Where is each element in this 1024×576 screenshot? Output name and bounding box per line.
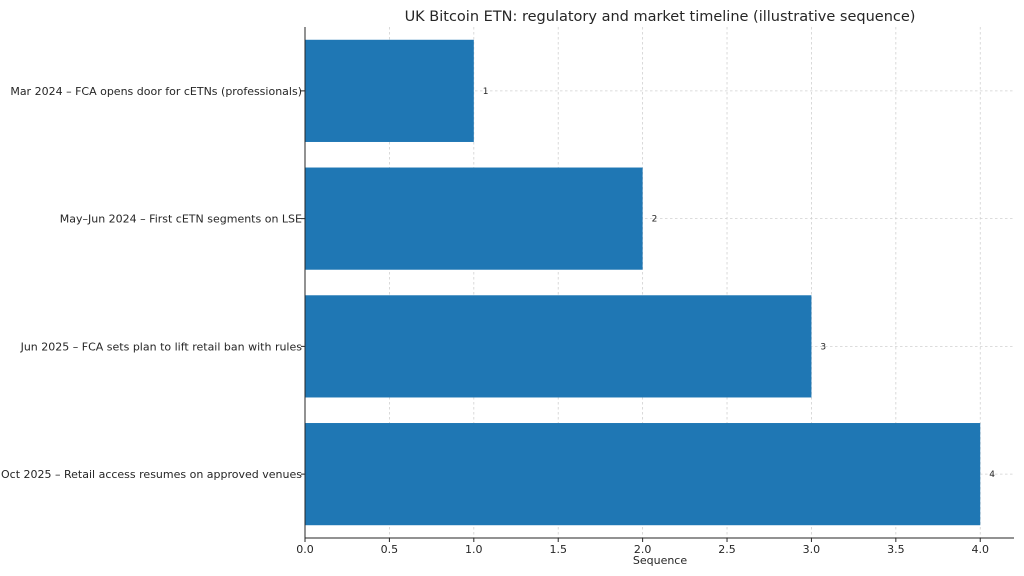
y-tick-label: May–Jun 2024 – First cETN segments on LS… [60, 213, 302, 226]
bar [305, 295, 812, 398]
axes [301, 27, 1014, 542]
data-label: 1 [483, 87, 489, 97]
x-axis-label: Sequence [633, 554, 687, 567]
x-tick-label: 0.5 [381, 543, 399, 556]
x-tick-label: 3.5 [887, 543, 905, 556]
labels: 0.0 0.5 1.0 1.5 2.0 2.5 3.0 3.5 4.0 Mar 2024 – FC… [1, 85, 995, 556]
x-tick-label: 3.0 [803, 543, 821, 556]
x-tick-label: 2.5 [718, 543, 736, 556]
x-tick-label: 1.5 [549, 543, 567, 556]
y-tick-label: Mar 2024 – FCA opens door for cETNs (pro… [10, 85, 302, 98]
x-tick-label: 1.0 [465, 543, 483, 556]
y-tick-label: Oct 2025 – Retail access resumes on appr… [1, 468, 302, 481]
y-tick-label: Jun 2025 – FCA sets plan to lift retail … [20, 340, 303, 353]
x-tick-label: 2.0 [634, 543, 652, 556]
data-label: 2 [652, 215, 658, 225]
bar [305, 167, 643, 270]
x-tick-label: 0.0 [296, 543, 314, 556]
x-tick-label: 4.0 [971, 543, 989, 556]
chart-title: UK Bitcoin ETN: regulatory and market ti… [405, 9, 916, 25]
data-label: 4 [989, 470, 995, 480]
bar [305, 39, 474, 142]
bars [305, 39, 981, 526]
data-label: 3 [820, 342, 826, 352]
bar [305, 423, 981, 526]
